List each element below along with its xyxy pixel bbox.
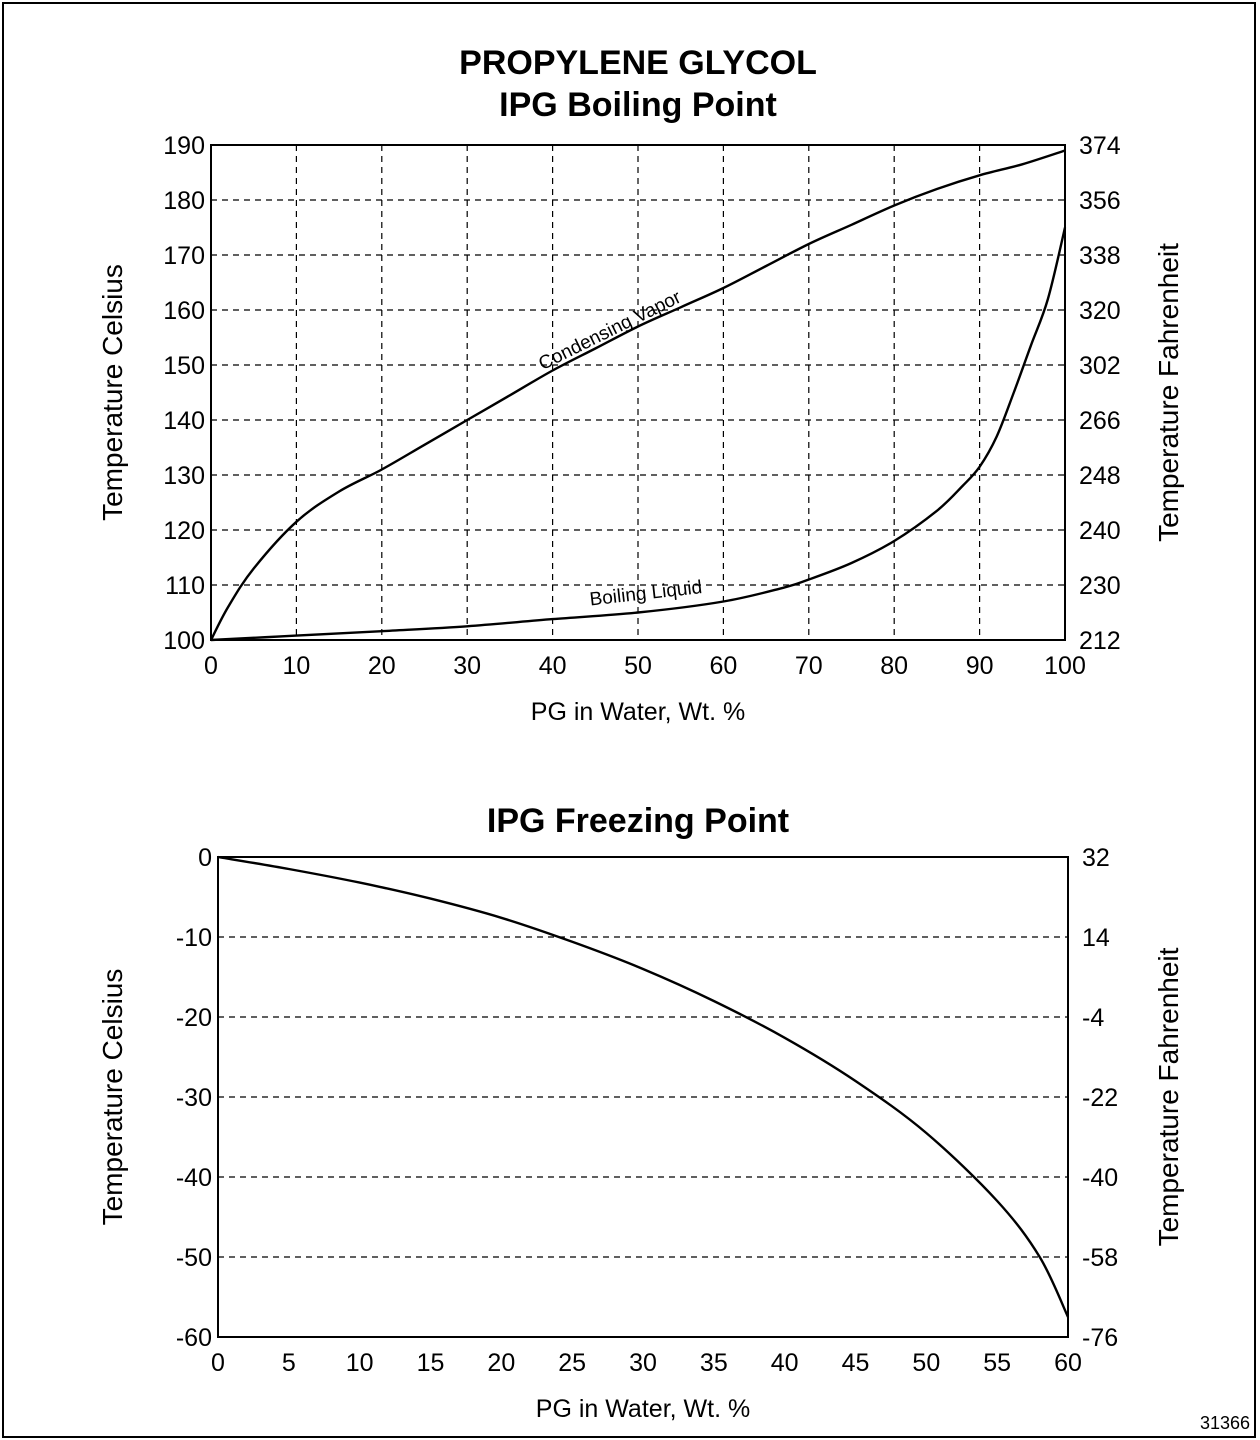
y-tick-label-right: 320: [1079, 297, 1121, 325]
y-tick-label-right: -4: [1082, 1004, 1104, 1032]
y-axis-label-right: Temperature Fahrenheit: [1153, 947, 1184, 1246]
y-tick-label-right: -40: [1082, 1164, 1118, 1192]
series-label: Boiling Liquid: [589, 577, 704, 610]
y-tick-label-left: -20: [176, 1004, 212, 1032]
figure-id: 31366: [1200, 1413, 1250, 1434]
y-tick-label-right: -22: [1082, 1084, 1118, 1112]
y-tick-label-left: 150: [163, 352, 205, 380]
x-tick-label: 20: [368, 652, 396, 680]
y-tick-label-right: 212: [1079, 627, 1121, 655]
y-tick-label-left: -50: [176, 1244, 212, 1272]
y-axis-label-left: Temperature Celsius: [97, 264, 128, 521]
y-axis-label-right: Temperature Fahrenheit: [1153, 243, 1184, 542]
freezing-chart-title: IPG Freezing Point: [487, 802, 789, 840]
x-tick-label: 90: [966, 652, 994, 680]
x-tick-label: 80: [880, 652, 908, 680]
y-tick-label-right: 230: [1079, 572, 1121, 600]
y-tick-label-right: 356: [1079, 187, 1121, 215]
y-tick-label-left: 120: [163, 517, 205, 545]
y-tick-label-left: 130: [163, 462, 205, 490]
y-tick-label-right: 302: [1079, 352, 1121, 380]
y-tick-label-left: 0: [198, 844, 212, 872]
x-tick-label: 25: [558, 1349, 586, 1377]
x-axis-label: PG in Water, Wt. %: [531, 698, 745, 726]
y-tick-label-left: 100: [163, 627, 205, 655]
x-tick-label: 0: [211, 1349, 225, 1377]
y-tick-label-left: 170: [163, 242, 205, 270]
y-tick-label-left: 180: [163, 187, 205, 215]
plot-area-border: [218, 857, 1068, 1337]
x-tick-label: 30: [629, 1349, 657, 1377]
y-tick-label-right: 374: [1079, 132, 1121, 160]
x-tick-label: 40: [539, 652, 567, 680]
y-tick-label-right: 248: [1079, 462, 1121, 490]
x-tick-label: 30: [453, 652, 481, 680]
y-tick-label-left: 140: [163, 407, 205, 435]
boiling-point-chart: 0 10 20 30 40 50 60 70 80 90 100 100 110 120 130 140 150…: [97, 132, 1184, 726]
y-tick-label-left: 160: [163, 297, 205, 325]
y-tick-label-right: -58: [1082, 1244, 1118, 1272]
y-tick-label-left: -40: [176, 1164, 212, 1192]
x-tick-label: 60: [709, 652, 737, 680]
x-tick-label: 50: [912, 1349, 940, 1377]
y-tick-label-right: 338: [1079, 242, 1121, 270]
x-tick-label: 45: [842, 1349, 870, 1377]
x-tick-label: 15: [417, 1349, 445, 1377]
boiling-chart-subtitle: IPG Boiling Point: [499, 86, 777, 124]
series-label: Condensing Vapor: [535, 287, 685, 375]
x-axis-label: PG in Water, Wt. %: [536, 1395, 750, 1423]
x-tick-label: 100: [1044, 652, 1086, 680]
x-tick-label: 50: [624, 652, 652, 680]
x-tick-label: 55: [983, 1349, 1011, 1377]
y-tick-label-left: -10: [176, 924, 212, 952]
freezing-point-chart: 0 5 10 15 20 25 30 35 40 45 50 55 60 0 -10 -20 -30 -40 -50…: [97, 844, 1184, 1423]
x-tick-label: 60: [1054, 1349, 1082, 1377]
x-tick-label: 20: [487, 1349, 515, 1377]
y-tick-label-right: 240: [1079, 517, 1121, 545]
y-tick-label-left: 190: [163, 132, 205, 160]
y-tick-label-left: -60: [176, 1324, 212, 1352]
y-tick-label-left: -30: [176, 1084, 212, 1112]
y-tick-label-right: 14: [1082, 924, 1110, 952]
x-tick-label: 0: [204, 652, 218, 680]
series-line: [218, 857, 1068, 1317]
boiling-chart-title: PROPYLENE GLYCOL: [459, 44, 817, 82]
y-axis-label-left: Temperature Celsius: [97, 969, 128, 1226]
x-tick-label: 70: [795, 652, 823, 680]
y-tick-label-right: 32: [1082, 844, 1110, 872]
x-tick-label: 35: [700, 1349, 728, 1377]
y-tick-label-left: 110: [165, 572, 205, 600]
x-tick-label: 40: [771, 1349, 799, 1377]
x-tick-label: 10: [346, 1349, 374, 1377]
y-tick-label-right: 266: [1079, 407, 1121, 435]
x-tick-label: 10: [282, 652, 310, 680]
y-tick-label-right: -76: [1082, 1324, 1118, 1352]
x-tick-label: 5: [282, 1349, 296, 1377]
